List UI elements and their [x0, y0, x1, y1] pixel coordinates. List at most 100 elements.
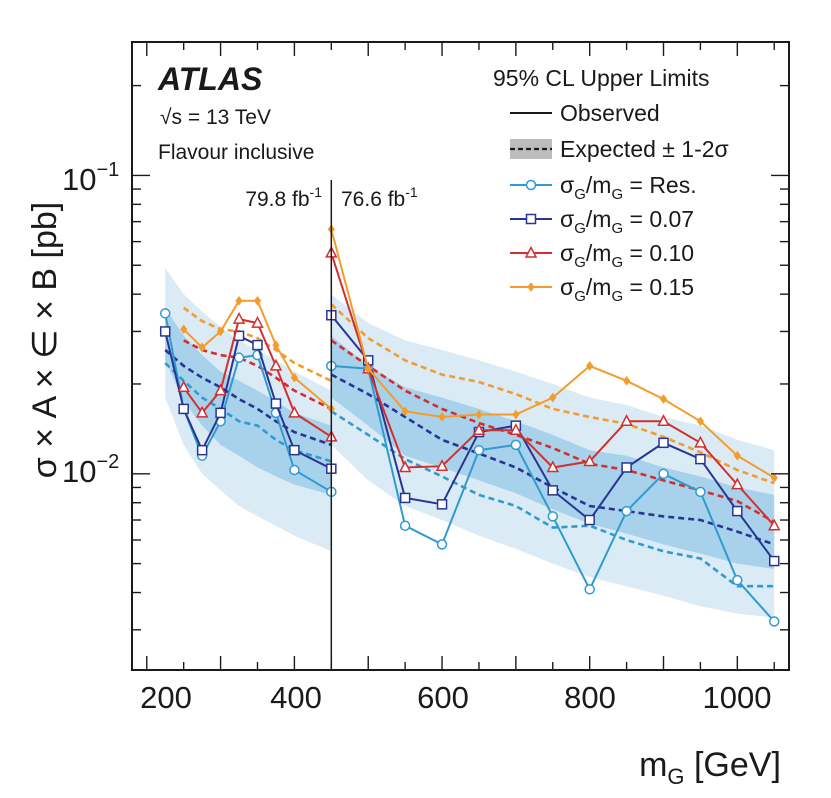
legend-label: σG/mG = 0.15 — [560, 274, 694, 305]
observed-point-w15 — [253, 295, 262, 306]
expected-line-res — [164, 362, 332, 463]
observed-point-w07 — [252, 339, 263, 351]
legend-label: Expected ± 1-2σ — [560, 136, 729, 162]
legend-label: Observed — [560, 100, 660, 126]
x-tick-label: 800 — [564, 680, 616, 715]
x-tick-label: 600 — [417, 680, 469, 715]
observed-point-w10 — [195, 405, 209, 418]
legend-marker-w15 — [527, 282, 535, 292]
observed-point-w15 — [696, 416, 705, 427]
axis-ticks — [132, 42, 789, 670]
expected-line-w15 — [182, 306, 332, 382]
y-tick-label: 10−1 — [62, 159, 119, 197]
observed-point-res — [695, 486, 706, 498]
observed-point-w07 — [732, 505, 743, 517]
observed-point-w15 — [198, 342, 206, 353]
observed-point-w10 — [214, 383, 227, 396]
observed-point-w10 — [731, 477, 744, 490]
observed-point-w07 — [399, 492, 411, 504]
observed-point-res — [768, 616, 780, 627]
expected-1sigma-band — [331, 335, 775, 569]
legend: 95% CL Upper Limits Observed Expected ± … — [493, 65, 729, 305]
observed-line-w15 — [182, 299, 332, 410]
observed-point-w10 — [583, 454, 596, 467]
observed-point-w15 — [235, 295, 243, 306]
observed-point-w07 — [159, 326, 171, 337]
observed-point-w10 — [251, 315, 264, 328]
observed-point-res — [159, 308, 171, 319]
series-layer — [159, 224, 781, 627]
expected-line-w07 — [330, 373, 775, 546]
legend-label: σG/mG = 0.07 — [560, 206, 694, 237]
observed-point-w10 — [435, 459, 449, 471]
observed-point-res — [399, 520, 411, 531]
observed-point-w10 — [767, 518, 781, 531]
observed-point-res — [473, 444, 485, 456]
experiment-label: ATLAS — [157, 61, 263, 97]
legend-marker-res — [525, 179, 537, 191]
observed-point-w15 — [180, 324, 188, 335]
observed-point-w07 — [178, 403, 189, 415]
observed-point-res — [732, 574, 743, 586]
y-axis-title: σ × A × ∈ × B [pb] — [26, 202, 64, 478]
observed-point-w15 — [364, 363, 372, 374]
legend-marker-w10 — [524, 245, 538, 258]
expected-line-w15 — [330, 303, 775, 485]
lumi-right-label: 76.6 fb-1 — [341, 184, 418, 211]
energy-label: √s = 13 TeV — [160, 106, 271, 129]
observed-point-w15 — [549, 392, 557, 403]
x-tick-label: 400 — [270, 680, 322, 715]
observed-point-w10 — [288, 405, 301, 418]
x-tick-label: 200 — [140, 680, 192, 715]
observed-point-w07 — [215, 407, 226, 419]
observed-point-w07 — [621, 462, 632, 473]
observed-point-w15 — [659, 394, 668, 404]
observed-point-res — [547, 511, 559, 522]
observed-point-w15 — [770, 472, 778, 483]
legend-series-samples — [510, 179, 552, 292]
observed-point-w10 — [657, 414, 670, 427]
expected-line-w10 — [183, 339, 332, 411]
observed-point-w07 — [547, 485, 559, 496]
x-axis-title: mG [GeV] — [639, 746, 781, 789]
plot-frame — [131, 41, 790, 671]
legend-marker-w07 — [525, 213, 537, 225]
observed-point-w10 — [269, 358, 283, 371]
lumi-left-label: 79.8 fb-1 — [245, 184, 322, 211]
expected-line-w07 — [164, 349, 332, 447]
observed-point-res — [233, 352, 245, 363]
observed-point-res — [621, 505, 632, 517]
selection-label: Flavour inclusive — [158, 141, 314, 164]
x-tick-label: 1000 — [703, 680, 772, 715]
expected-line-res — [330, 410, 775, 588]
observed-point-w07 — [436, 499, 448, 510]
observed-point-w07 — [584, 514, 595, 526]
observed-point-w15 — [290, 372, 299, 383]
observed-point-w15 — [216, 326, 225, 337]
observed-point-res — [510, 439, 522, 451]
observed-line-w10 — [182, 317, 332, 438]
observed-point-w07 — [768, 555, 780, 567]
observed-point-w07 — [270, 398, 282, 409]
observed-point-w15 — [512, 409, 520, 420]
observed-point-w15 — [438, 412, 446, 422]
observed-point-w10 — [177, 380, 190, 393]
observed-point-w10 — [509, 423, 523, 435]
observed-point-w15 — [622, 375, 631, 386]
observed-point-res — [584, 584, 595, 595]
observed-point-w07 — [289, 444, 300, 456]
observed-point-w10 — [546, 460, 560, 473]
observed-point-w10 — [232, 311, 246, 324]
observed-point-w15 — [733, 450, 741, 461]
y-tick-label: 10−2 — [62, 451, 119, 489]
observed-point-w07 — [658, 437, 669, 449]
observed-point-res — [436, 539, 448, 550]
observed-point-res — [289, 464, 300, 476]
observed-point-w10 — [620, 414, 633, 427]
observed-point-w15 — [475, 409, 483, 420]
observed-point-w07 — [695, 453, 706, 465]
observed-point-w15 — [401, 406, 409, 417]
observed-point-w10 — [694, 435, 707, 448]
observed-point-w07 — [196, 444, 208, 456]
